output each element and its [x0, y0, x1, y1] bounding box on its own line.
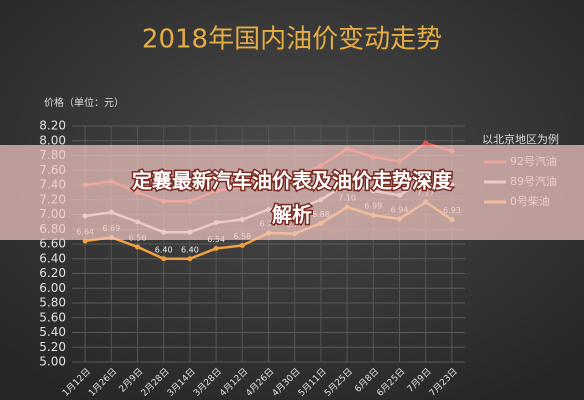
- y-tick-label: 6.00: [39, 281, 66, 295]
- legend-title: 以北京地区为例: [482, 132, 559, 146]
- data-point: [423, 140, 429, 146]
- data-point: [135, 244, 140, 250]
- chart-title: 2018年国内油价变动走势: [142, 25, 442, 55]
- banner: [0, 145, 584, 240]
- data-point: [161, 256, 167, 262]
- y-tick-label: 6.20: [39, 266, 66, 280]
- y-tick-label: 5.20: [39, 340, 66, 354]
- y-tick-label: 5.00: [39, 355, 66, 369]
- y-tick-label: 8.20: [39, 119, 66, 133]
- y-axis-label: 价格（单位：元）: [44, 96, 124, 109]
- y-tick-label: 5.60: [39, 310, 66, 324]
- y-tick-label: 8.00: [39, 133, 66, 147]
- banner-text: 定襄最新汽车油价表及油价走势深度: [132, 169, 453, 193]
- y-tick-label: 6.40: [39, 251, 66, 265]
- data-point: [213, 245, 219, 251]
- banner-text: 解析: [272, 203, 312, 227]
- data-label: 6.40: [181, 245, 199, 254]
- y-tick-label: 5.40: [39, 325, 66, 339]
- y-tick-label: 5.80: [39, 296, 66, 310]
- data-point: [187, 256, 193, 262]
- data-point: [239, 242, 245, 248]
- data-label: 6.40: [155, 245, 173, 254]
